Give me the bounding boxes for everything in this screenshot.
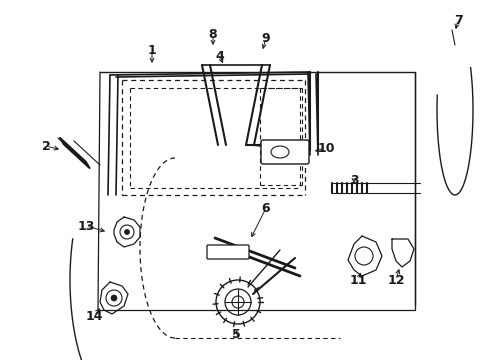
Text: 4: 4 [216, 49, 224, 63]
Text: 3: 3 [350, 174, 358, 186]
Text: 9: 9 [262, 31, 270, 45]
Circle shape [124, 230, 129, 234]
Text: 10: 10 [317, 141, 335, 154]
FancyBboxPatch shape [207, 245, 249, 259]
Text: 13: 13 [77, 220, 95, 233]
Text: 14: 14 [85, 310, 103, 323]
FancyBboxPatch shape [261, 140, 309, 164]
Text: 11: 11 [349, 274, 367, 287]
Text: 7: 7 [454, 13, 463, 27]
Circle shape [111, 295, 117, 301]
Ellipse shape [271, 146, 289, 158]
Text: 12: 12 [387, 274, 405, 287]
Text: 2: 2 [42, 139, 50, 153]
Text: 5: 5 [232, 328, 241, 341]
Text: 6: 6 [262, 202, 270, 215]
Text: 8: 8 [209, 27, 217, 40]
Text: 1: 1 [147, 44, 156, 57]
